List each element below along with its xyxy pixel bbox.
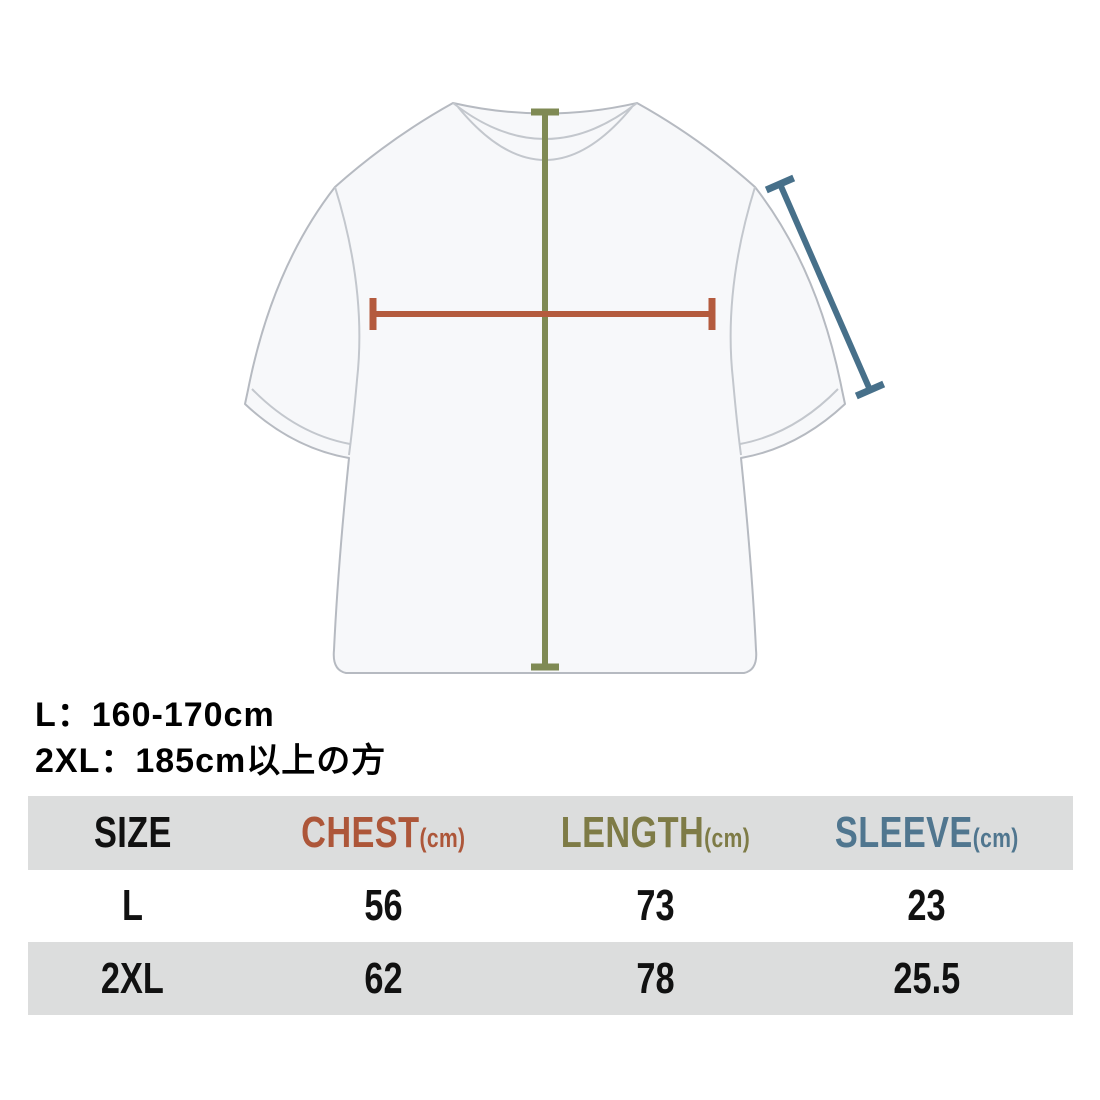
header-length: LENGTH(cm) bbox=[530, 796, 781, 870]
row-l-chest: 56 bbox=[364, 881, 403, 930]
header-sleeve: SLEEVE(cm) bbox=[780, 796, 1073, 870]
row-l-size: L bbox=[122, 881, 143, 930]
height-notes: L：160-170cm 2XL：185cm以上の方 bbox=[35, 692, 386, 784]
tshirt-diagram bbox=[244, 102, 886, 674]
chest-line bbox=[369, 298, 716, 330]
table-row-2xl: 2XL 62 78 25.5 bbox=[28, 942, 1073, 1015]
row-2xl-chest: 62 bbox=[364, 953, 403, 1003]
row-2xl-sleeve: 25.5 bbox=[893, 953, 961, 1003]
note-size-l: L：160-170cm bbox=[35, 696, 275, 734]
length-line bbox=[531, 108, 559, 671]
note-size-2xl: 2XL：185cm以上の方 bbox=[35, 742, 387, 780]
left-armhole-seam bbox=[334, 186, 361, 456]
sleeve-line bbox=[764, 174, 886, 400]
row-2xl-size: 2XL bbox=[101, 953, 164, 1003]
size-table: SIZE CHEST(cm) LENGTH(cm) SLEEVE(cm) L 5… bbox=[28, 796, 1073, 1015]
header-chest-unit: (cm) bbox=[419, 823, 466, 853]
header-chest: CHEST(cm) bbox=[237, 796, 530, 870]
left-cuff-seam bbox=[251, 388, 351, 445]
header-length-label: LENGTH bbox=[560, 808, 704, 857]
header-chest-label: CHEST bbox=[301, 808, 420, 857]
header-sleeve-label: SLEEVE bbox=[834, 808, 973, 857]
size-table-header-row: SIZE CHEST(cm) LENGTH(cm) SLEEVE(cm) bbox=[28, 796, 1073, 870]
right-armhole-seam bbox=[729, 186, 756, 456]
right-cuff-seam bbox=[739, 388, 839, 445]
row-l-length: 73 bbox=[635, 881, 675, 930]
header-size-label: SIZE bbox=[93, 808, 172, 857]
header-size: SIZE bbox=[28, 796, 237, 870]
table-row-l: L 56 73 23 bbox=[28, 870, 1073, 942]
header-sleeve-unit: (cm) bbox=[972, 823, 1019, 853]
row-2xl-length: 78 bbox=[635, 953, 675, 1003]
header-length-unit: (cm) bbox=[703, 823, 750, 853]
row-l-sleeve: 23 bbox=[907, 881, 946, 930]
